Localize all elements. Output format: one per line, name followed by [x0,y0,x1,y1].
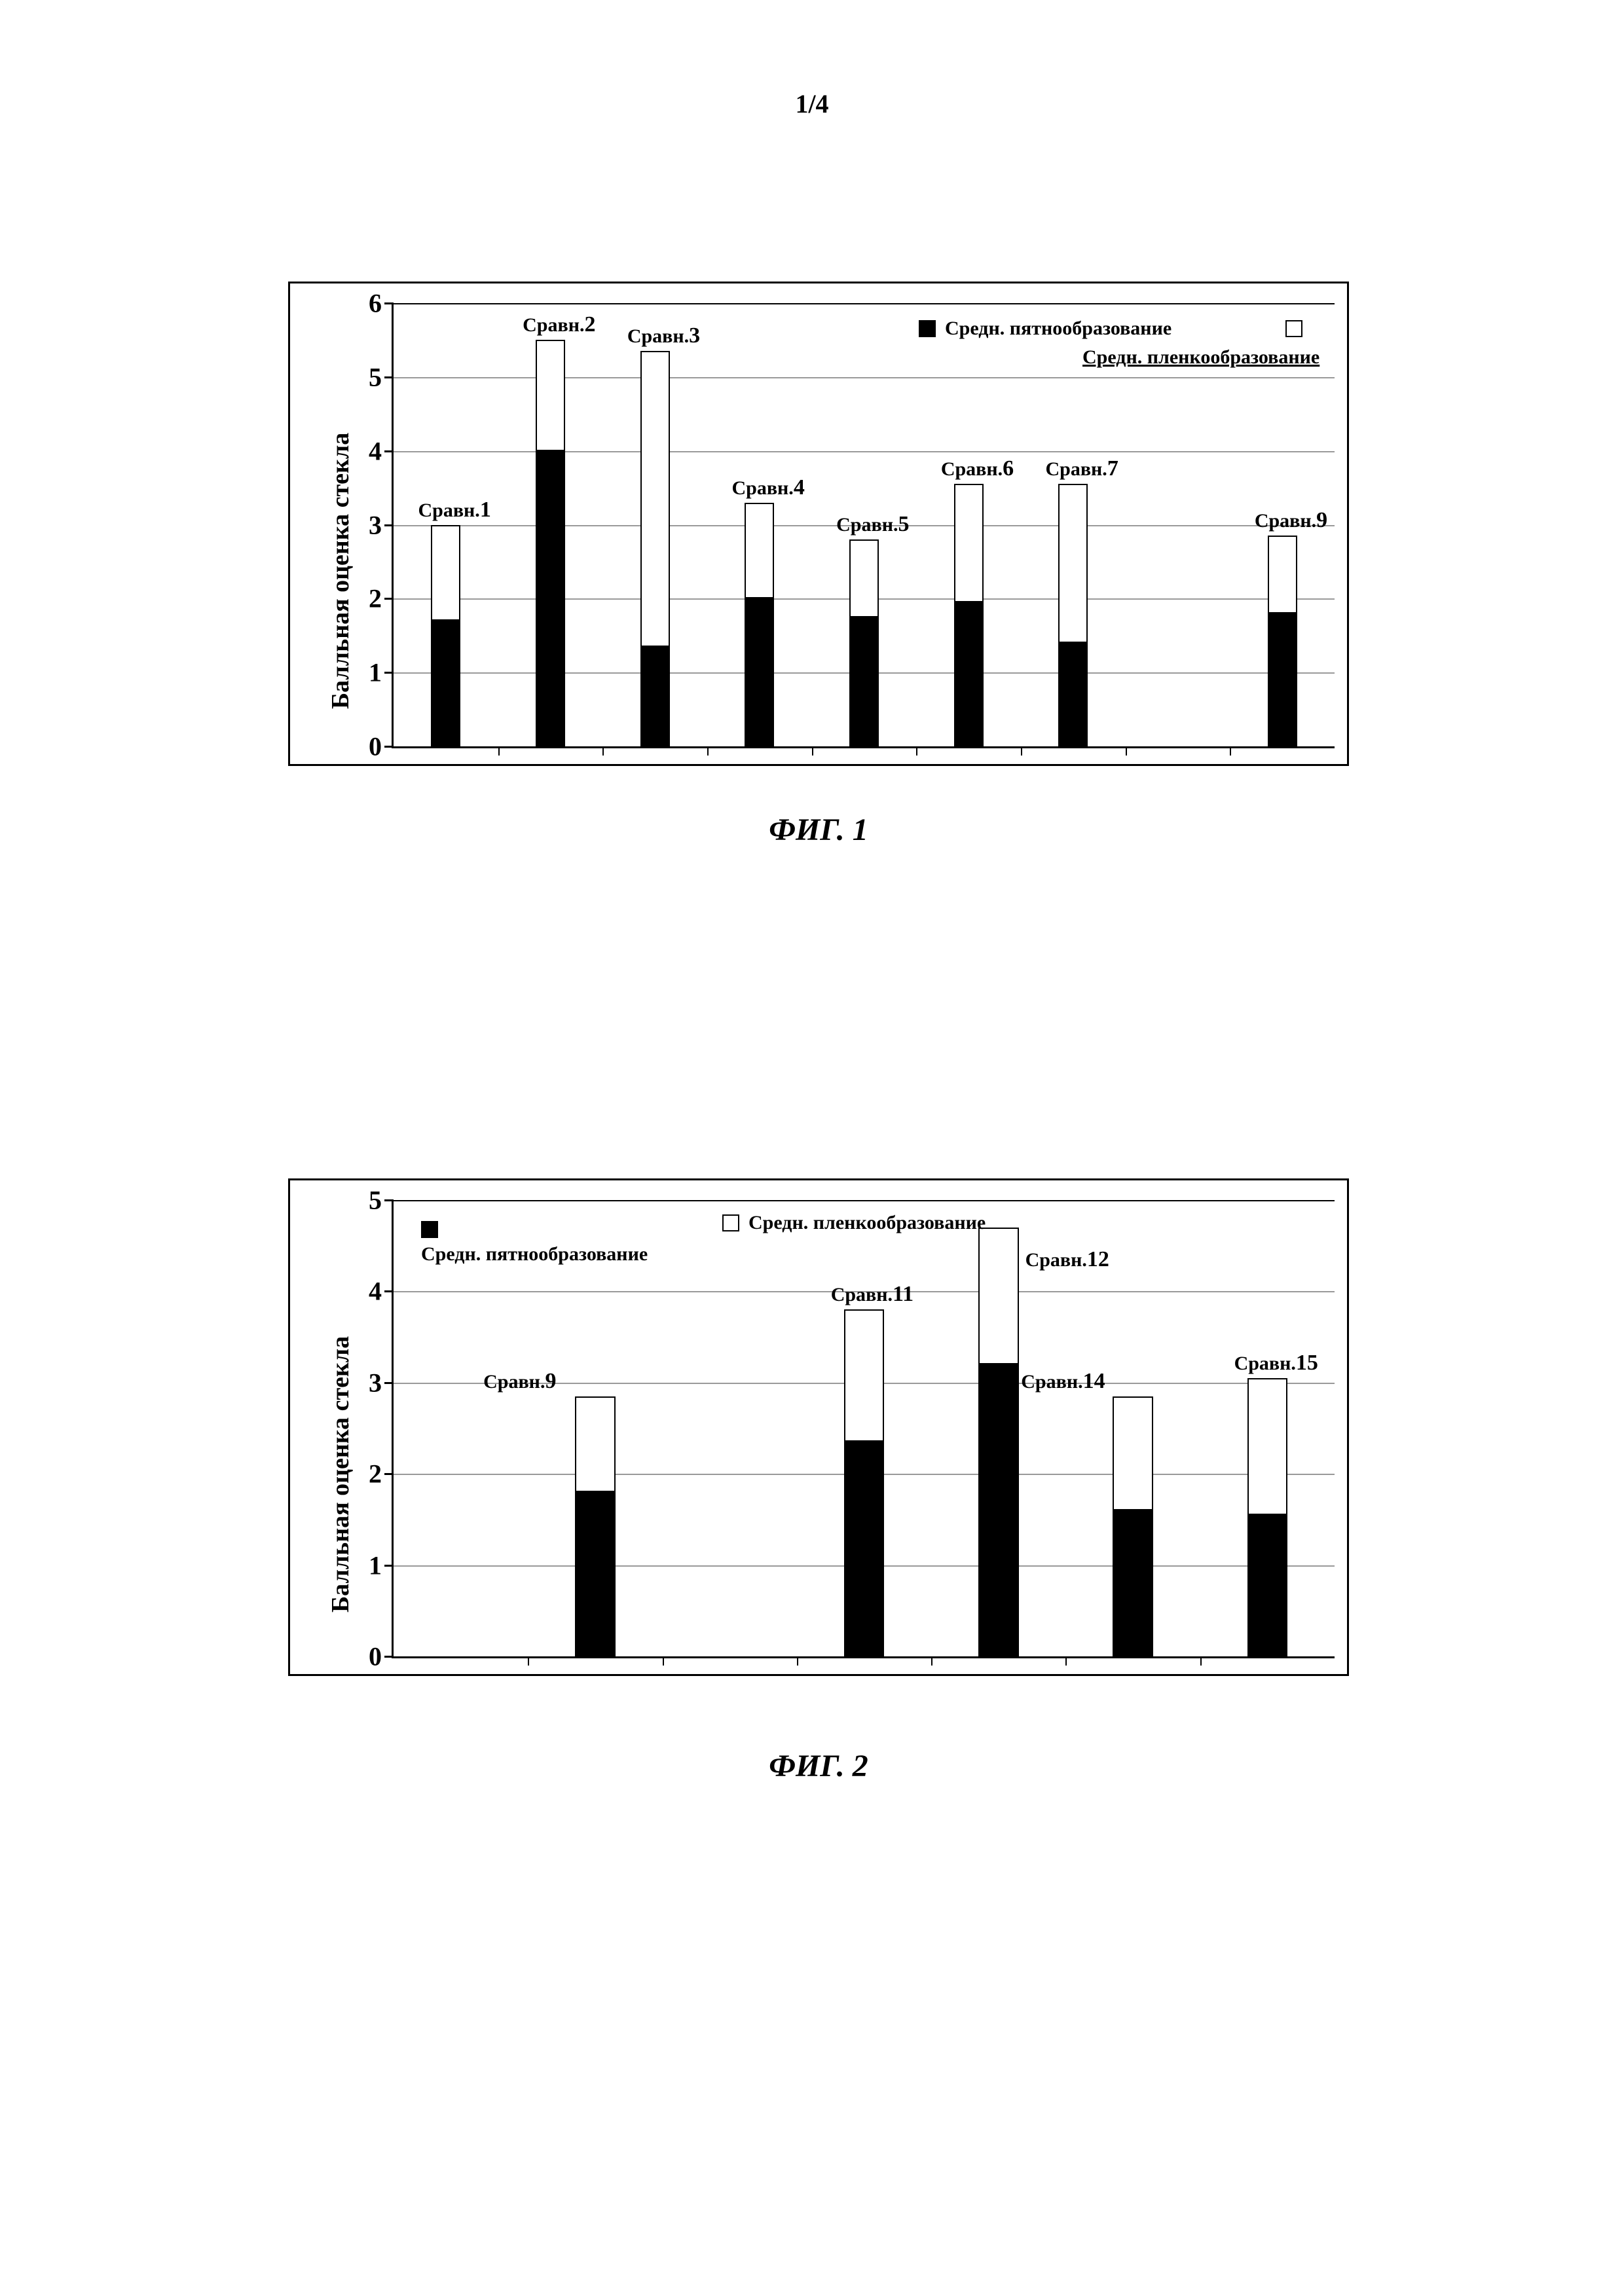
bar-segment-white [1113,1396,1153,1510]
figure-2: 0 1 2 3 4 5 Сравн.9 Сравн.11 Сравн.12 Сравн.14 Сра… [288,1178,1349,1676]
gridline [394,303,1335,304]
page: 1/4 0 1 2 3 4 5 6 Сравн.1 Сравн.2 Сравн.3 Сравн.4 С… [0,0,1624,2296]
bar-label: Сравн.9 [1255,508,1327,533]
bar-label: Сравн.6 [941,456,1014,481]
ytick-label: 5 [369,361,394,392]
figure-1: 0 1 2 3 4 5 6 Сравн.1 Сравн.2 Сравн.3 Сравн.4 Сравн… [288,282,1349,766]
fig1-legend-label-white: Средн. пленкообразование [1082,346,1320,369]
x-axis-tick [812,746,813,756]
fig2-chart-box: 0 1 2 3 4 5 Сравн.9 Сравн.11 Сравн.12 Сравн.14 Сра… [288,1178,1349,1676]
fig2-y-axis-label: Балльная оценка стекла [326,1336,355,1613]
bar-segment-white [1268,536,1297,613]
fig2-caption: ФИГ. 2 [288,1748,1349,1784]
bar-segment-black [1058,643,1088,746]
bar-segment-black [536,451,565,746]
bar-segment-black [1268,613,1297,746]
fig1-y-axis-label: Балльная оценка стекла [326,433,355,709]
bar-segment-white [844,1309,885,1442]
ytick-label: 3 [369,1367,394,1398]
x-axis-tick [707,746,709,756]
x-axis-tick [663,1656,664,1666]
ytick-label: 4 [369,435,394,466]
bar-label: Сравн.7 [1045,456,1118,481]
x-axis-tick [916,746,917,756]
bar-segment-white [575,1396,616,1492]
fig2-legend-label-black: Средн. пятнообразование [421,1243,648,1266]
x-axis-tick [1126,746,1127,756]
bar-segment-black [844,1442,885,1656]
ytick-label: 2 [369,583,394,614]
gridline [394,377,1335,378]
ytick-label: 6 [369,288,394,319]
bar-segment-black [849,617,879,746]
ytick-label: 0 [369,731,394,762]
ytick-label: 4 [369,1276,394,1307]
bar-segment-black [640,647,670,746]
ytick-label: 1 [369,1550,394,1580]
x-axis-tick [528,1656,529,1666]
x-axis-tick [498,746,500,756]
ytick-label: 2 [369,1459,394,1489]
bar-segment-white [745,503,774,599]
bar-label: Сравн.2 [523,312,595,337]
x-axis-tick [931,1656,932,1666]
bar-segment-black [1247,1515,1288,1656]
page-number: 1/4 [0,88,1624,119]
fig1-plot-area: 0123456Сравн.1Сравн.2Сравн.3Сравн.4Сравн… [392,303,1335,748]
x-axis-tick [1230,746,1231,756]
bar-segment-white [978,1228,1019,1364]
fig1-caption: ФИГ. 1 [288,812,1349,848]
bar-label: Сравн.9 [483,1369,556,1394]
x-axis-tick [602,746,604,756]
bar-label: Сравн.14 [1021,1369,1105,1394]
bar-segment-black [575,1492,616,1656]
gridline [394,451,1335,452]
bar-label: Сравн.1 [418,498,490,522]
bar-segment-black [978,1364,1019,1656]
fig1-legend-swatch-black [919,320,936,337]
ytick-label: 1 [369,657,394,688]
x-axis-tick [1065,1656,1067,1666]
fig2-legend-swatch-black [421,1221,438,1238]
fig2-plot-area: 012345Сравн.9Сравн.11Сравн.12Сравн.14Сра… [392,1200,1335,1658]
x-axis-tick [1021,746,1022,756]
fig2-legend-swatch-white [722,1214,739,1231]
bar-segment-black [431,621,460,746]
bar-label: Сравн.11 [831,1282,913,1307]
bar-segment-white [431,525,460,621]
bar-segment-black [745,598,774,746]
bar-segment-black [1113,1510,1153,1656]
bar-segment-white [640,351,670,646]
bar-segment-white [1247,1378,1288,1515]
bar-label: Сравн.15 [1234,1351,1318,1376]
bar-label: Сравн.3 [627,323,700,348]
fig1-legend-label-black: Средн. пятнообразование [945,318,1172,340]
ytick-label: 0 [369,1641,394,1672]
bar-label: Сравн.5 [836,512,909,537]
bar-segment-black [954,602,984,746]
bar-segment-white [954,484,984,602]
bar-label: Сравн.4 [731,475,804,500]
fig2-legend-label-white: Средн. пленкообразование [748,1212,986,1234]
ytick-label: 3 [369,509,394,540]
bar-segment-white [849,539,879,617]
x-axis-tick [797,1656,798,1666]
x-axis-tick [1200,1656,1202,1666]
ytick-label: 5 [369,1185,394,1216]
bar-segment-white [536,340,565,450]
gridline [394,1200,1335,1201]
bar-label: Сравн.12 [1025,1247,1109,1272]
fig1-legend-swatch-white [1285,320,1302,337]
bar-segment-white [1058,484,1088,643]
fig1-chart-box: 0 1 2 3 4 5 6 Сравн.1 Сравн.2 Сравн.3 Сравн.4 Сравн… [288,282,1349,766]
